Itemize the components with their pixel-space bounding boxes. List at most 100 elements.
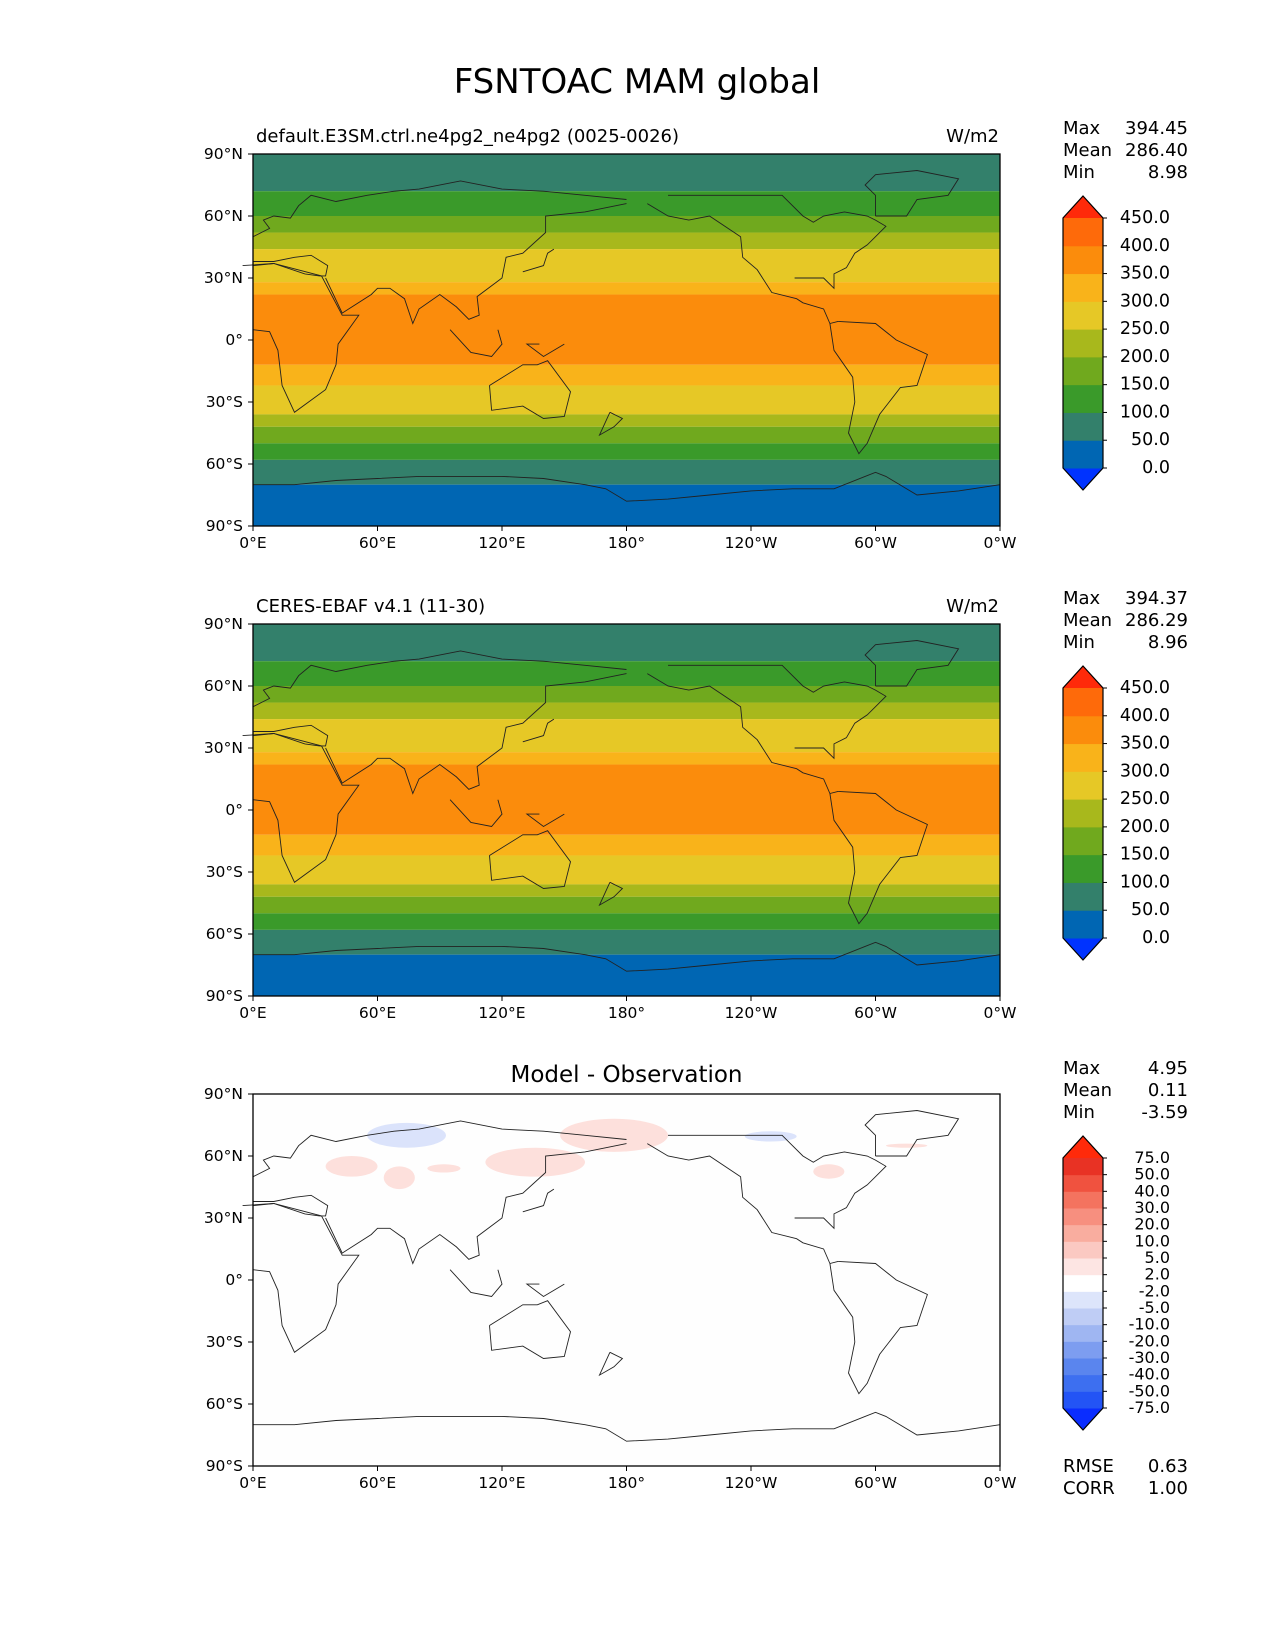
coastline bbox=[668, 194, 887, 290]
stat-label: Max bbox=[1063, 588, 1101, 609]
stat-label: Mean bbox=[1063, 610, 1112, 631]
colorbar: -75.0-50.0-40.0-30.0-20.0-10.0-5.0-2.02.… bbox=[1062, 1135, 1170, 1431]
colorbar-bin bbox=[1063, 440, 1103, 469]
colorbar-bin bbox=[1063, 1374, 1103, 1392]
colorbar-bin bbox=[1063, 218, 1103, 247]
zonal-band bbox=[253, 624, 1000, 662]
coastline bbox=[522, 1188, 555, 1213]
colorbar-tick-label: 0.0 bbox=[1142, 928, 1170, 948]
y-tick-label: 30°N bbox=[204, 269, 243, 287]
coastline bbox=[325, 673, 627, 795]
zonal-band bbox=[253, 702, 1000, 720]
zonal-band bbox=[253, 764, 1000, 835]
stat-label: Max bbox=[1063, 1058, 1101, 1079]
colorbar-bin bbox=[1063, 1174, 1103, 1192]
x-tick-label: 60°E bbox=[359, 1004, 396, 1022]
positive-anomaly-region bbox=[427, 1164, 461, 1173]
y-tick-label: 30°S bbox=[206, 863, 243, 881]
colorbar-extend-max bbox=[1063, 1136, 1103, 1158]
colorbar-tick-label: 200.0 bbox=[1120, 817, 1170, 837]
colorbar-tick-label: 350.0 bbox=[1120, 264, 1170, 284]
x-tick-label: 0°E bbox=[239, 1004, 266, 1022]
colorbar-extend-min bbox=[1063, 938, 1103, 960]
stat-label: Min bbox=[1063, 162, 1095, 183]
panel-test: default.E3SM.ctrl.ne4pg2_ne4pg2 (0025-00… bbox=[204, 118, 1188, 552]
stat-value: 8.96 bbox=[1148, 632, 1188, 653]
coastline bbox=[525, 1283, 565, 1298]
x-tick-label: 120°E bbox=[478, 1474, 525, 1492]
metric-value: 1.00 bbox=[1148, 1478, 1188, 1499]
colorbar-tick-label: 250.0 bbox=[1120, 319, 1170, 339]
y-tick-label: 60°N bbox=[204, 1147, 243, 1165]
stat-value: 286.29 bbox=[1125, 610, 1188, 631]
colorbar-tick-label: 100.0 bbox=[1120, 872, 1170, 892]
colorbar-tick-label: -40.0 bbox=[1129, 1365, 1170, 1384]
coastline bbox=[252, 1120, 627, 1178]
x-tick-label: 120°W bbox=[725, 1474, 778, 1492]
zonal-band bbox=[253, 364, 1000, 386]
stat-value: 4.95 bbox=[1148, 1058, 1188, 1079]
colorbar-tick-label: -50.0 bbox=[1129, 1381, 1170, 1400]
zonal-band bbox=[253, 929, 1000, 955]
coastline bbox=[829, 1260, 928, 1395]
x-tick-label: 60°W bbox=[854, 534, 897, 552]
panel-difference: Model - Observation 0°E 60°E 120°E 180° 120°W… bbox=[204, 1058, 1188, 1499]
x-tick-label: 0°E bbox=[239, 534, 266, 552]
y-tick-label: 30°N bbox=[204, 1209, 243, 1227]
panels: default.E3SM.ctrl.ne4pg2_ne4pg2 (0025-00… bbox=[204, 118, 1188, 1499]
colorbar-bin bbox=[1063, 412, 1103, 441]
coastline bbox=[489, 1300, 571, 1359]
colorbar-bin bbox=[1063, 356, 1103, 386]
colorbar-tick-label: 20.0 bbox=[1134, 1215, 1170, 1234]
stat-value: 8.98 bbox=[1148, 162, 1188, 183]
positive-anomaly-region bbox=[813, 1164, 845, 1179]
x-tick-label: 0°W bbox=[984, 534, 1017, 552]
colorbar-tick-label: 450.0 bbox=[1120, 208, 1170, 228]
colorbar-bin bbox=[1063, 1391, 1103, 1409]
units-label: W/m2 bbox=[946, 596, 999, 617]
colorbar-bin bbox=[1063, 1158, 1103, 1176]
colorbar-tick-label: 2.0 bbox=[1145, 1265, 1170, 1284]
metric-label: CORR bbox=[1063, 1478, 1115, 1499]
x-tick-label: 120°W bbox=[725, 534, 778, 552]
colorbar-tick-label: 75.0 bbox=[1134, 1148, 1170, 1167]
colorbar-bin bbox=[1063, 1358, 1103, 1376]
coastline bbox=[647, 1143, 839, 1265]
zonal-band bbox=[253, 686, 1000, 703]
colorbar-bin bbox=[1063, 1208, 1103, 1226]
positive-anomaly-region bbox=[383, 1166, 415, 1190]
coastline bbox=[522, 718, 555, 743]
colorbar-bin bbox=[1063, 1241, 1103, 1259]
y-tick-label: 0° bbox=[225, 1271, 243, 1289]
coastline bbox=[325, 203, 627, 325]
stat-label: Max bbox=[1063, 118, 1101, 139]
colorbar-tick-label: -5.0 bbox=[1139, 1298, 1170, 1317]
y-tick-label: 60°S bbox=[206, 455, 243, 473]
colorbar: 0.0 50.0 100.0 150.0 200.0 250.0 300.0 350.0 400… bbox=[1062, 665, 1170, 961]
panel-title: default.E3SM.ctrl.ne4pg2_ne4pg2 (0025-00… bbox=[256, 126, 679, 147]
stat-label: Mean bbox=[1063, 140, 1112, 161]
y-tick-label: 90°N bbox=[204, 615, 243, 633]
x-tick-label: 60°E bbox=[359, 1474, 396, 1492]
colorbar-bin bbox=[1063, 715, 1103, 745]
coastline bbox=[489, 830, 571, 889]
x-tick-label: 60°E bbox=[359, 534, 396, 552]
colorbar-tick-label: 400.0 bbox=[1120, 706, 1170, 726]
x-tick-label: 120°E bbox=[478, 534, 525, 552]
coastline bbox=[252, 263, 360, 413]
colorbar-bin bbox=[1063, 1341, 1103, 1359]
colorbar-tick-label: 450.0 bbox=[1120, 678, 1170, 698]
zonal-band bbox=[253, 855, 1000, 885]
x-tick-label: 180° bbox=[608, 534, 645, 552]
colorbar: 0.0 50.0 100.0 150.0 200.0 250.0 300.0 350.0 400… bbox=[1062, 195, 1170, 491]
y-tick-label: 90°S bbox=[206, 987, 243, 1005]
stat-value: 0.11 bbox=[1148, 1080, 1188, 1101]
colorbar-bin bbox=[1063, 384, 1103, 413]
coastline bbox=[864, 1110, 960, 1157]
zonal-band bbox=[253, 294, 1000, 365]
coastline bbox=[668, 1134, 887, 1230]
colorbar-tick-label: 150.0 bbox=[1120, 845, 1170, 865]
panel-reference: CERES-EBAF v4.1 (11-30) W/m2 0°E 60°E 120°E 1… bbox=[204, 588, 1188, 1022]
zonal-band bbox=[253, 752, 1000, 765]
